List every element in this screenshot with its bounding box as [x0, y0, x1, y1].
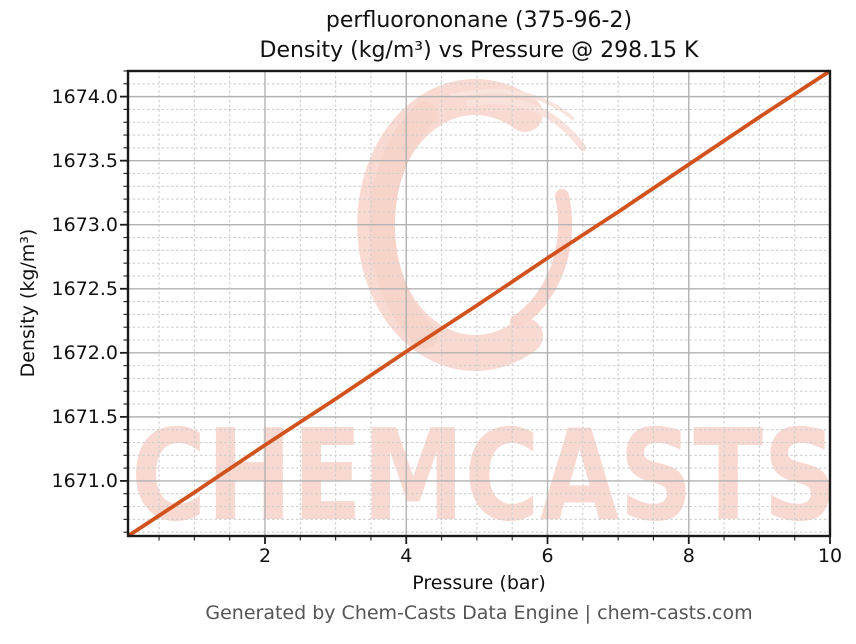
chart-title-line2: Density (kg/m³) vs Pressure @ 298.15 K [259, 38, 699, 63]
chart-title: perfluorononane (375-96-2) Density (kg/m… [128, 6, 830, 66]
y-axis-label: Density (kg/m³) [17, 228, 39, 378]
x-tick-label: 4 [400, 545, 413, 567]
y-tick-label: 1672.5 [51, 277, 118, 300]
minor-gridlines [128, 70, 830, 536]
plot-frame [126, 69, 832, 538]
chart-title-line1: perfluorononane (375-96-2) [325, 8, 633, 33]
y-tick-label: 1673.0 [51, 213, 118, 236]
x-tick-label: 2 [258, 545, 272, 567]
y-tick-label: 1674.0 [51, 85, 118, 108]
density-series-line [126, 69, 832, 538]
y-tick-label: 1671.0 [51, 469, 118, 492]
x-tick-label: 6 [541, 545, 554, 567]
x-tick-label: 8 [682, 545, 695, 567]
major-gridlines [128, 71, 831, 536]
x-axis-label: Pressure (bar) [412, 572, 546, 594]
y-tick-label: 1671.5 [51, 405, 118, 428]
y-tick-label: 1672.0 [51, 341, 118, 364]
y-tick-label: 1673.5 [51, 149, 118, 172]
x-tick-label: 10 [817, 545, 843, 567]
footer-credit: Generated by Chem-Casts Data Engine | ch… [205, 602, 753, 624]
chemcasts-text-watermark: CHEMCASTS [131, 402, 837, 549]
